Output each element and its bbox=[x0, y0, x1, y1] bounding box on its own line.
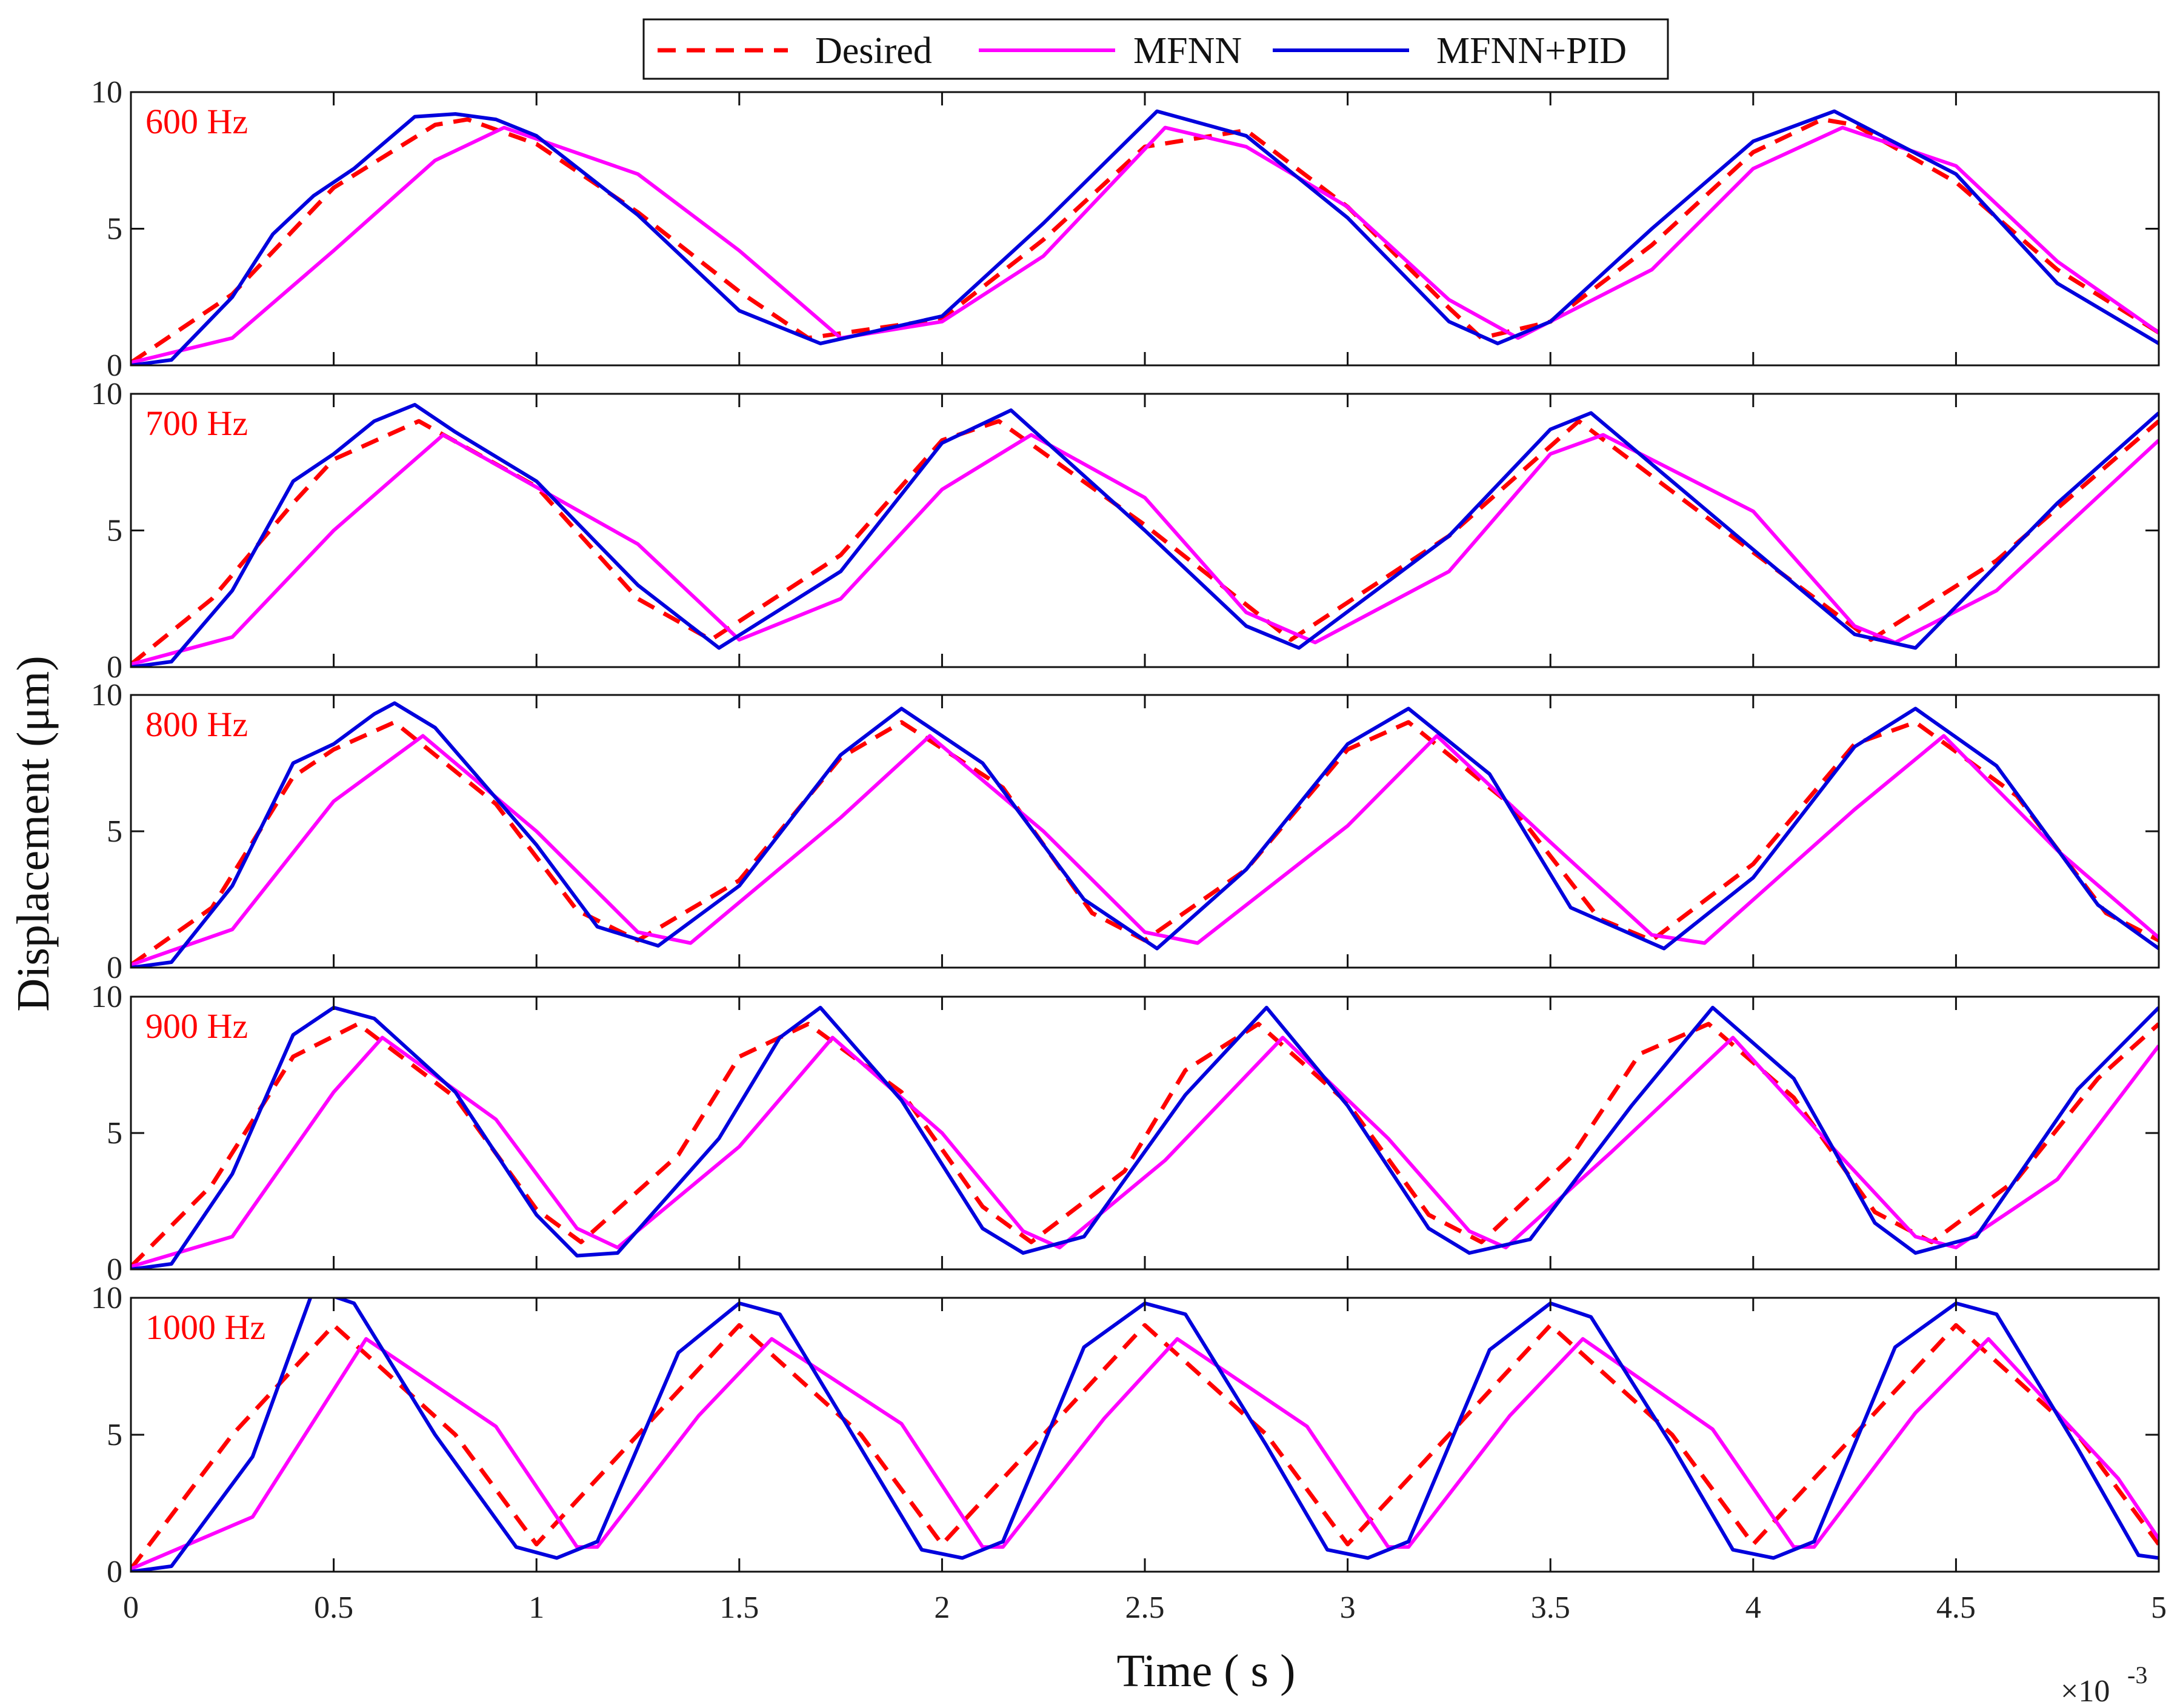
x-axis-title: Time ( s ) bbox=[1117, 1646, 1296, 1696]
series-line-mfnn bbox=[131, 433, 2159, 666]
x-tick-label: 2 bbox=[934, 1590, 950, 1625]
x-axis-ticks: 0 0.5 1 1.5 2 2.5 3 3.5 4 4.5 5 bbox=[123, 1590, 2167, 1625]
panel-frequency-label: 1000 Hz bbox=[145, 1308, 265, 1347]
panel-series bbox=[131, 701, 2159, 968]
x-tick-label: 3 bbox=[1340, 1590, 1356, 1625]
y-tick-label: 5 bbox=[107, 1418, 122, 1452]
panel-axes-box bbox=[130, 995, 2160, 1271]
panel-frequency-label: 700 Hz bbox=[145, 404, 248, 443]
series-line-mfnn bbox=[131, 125, 2159, 365]
legend-label-desired: Desired bbox=[815, 30, 932, 71]
y-tick-label: 10 bbox=[91, 1281, 122, 1315]
panel-1000-hz: 0 5 10 1000 Hz bbox=[91, 1281, 2160, 1589]
series-line-desired bbox=[131, 1022, 2159, 1268]
series-line-mfnn-pid bbox=[131, 403, 2159, 667]
x-tick-label: 1 bbox=[528, 1590, 544, 1625]
panel-frequency-label: 600 Hz bbox=[145, 102, 248, 141]
y-tick-label: 10 bbox=[91, 377, 122, 411]
series-line-mfnn-pid bbox=[131, 109, 2159, 365]
series-line-mfnn-pid bbox=[131, 1006, 2159, 1269]
series-line-mfnn bbox=[131, 1035, 2159, 1269]
y-tick-label: 10 bbox=[91, 75, 122, 110]
y-tick-label: 0 bbox=[107, 348, 122, 383]
series-line-mfnn bbox=[131, 1337, 2159, 1571]
x-tick-label: 1.5 bbox=[719, 1590, 759, 1625]
series-line-mfnn bbox=[131, 734, 2159, 967]
x-axis-exponent: ×10 -3 bbox=[2061, 1661, 2147, 1708]
x-tick-label: 4 bbox=[1745, 1590, 1761, 1625]
panel-series bbox=[131, 1006, 2159, 1269]
series-line-mfnn-pid bbox=[131, 1298, 2159, 1572]
y-tick-label: 0 bbox=[107, 650, 122, 685]
series-line-desired bbox=[131, 720, 2159, 967]
y-tick-label: 0 bbox=[107, 1252, 122, 1287]
x-tick-label: 0.5 bbox=[314, 1590, 353, 1625]
panel-600-hz: 0 5 10 600 Hz bbox=[91, 75, 2160, 383]
y-axis-title: Displacement (μm) bbox=[8, 656, 59, 1011]
x-tick-label: 4.5 bbox=[1936, 1590, 1976, 1625]
legend-box bbox=[642, 18, 1669, 80]
legend-label-mfnn: MFNN bbox=[1133, 30, 1242, 71]
panel-frequency-label: 900 Hz bbox=[145, 1006, 248, 1046]
x-tick-label: 5 bbox=[2151, 1590, 2167, 1625]
series-line-mfnn-pid bbox=[131, 701, 2159, 968]
panel-axes-box bbox=[130, 694, 2160, 969]
panel-series bbox=[131, 109, 2159, 365]
panel-700-hz: 0 5 10 700 Hz bbox=[91, 377, 2160, 685]
y-tick-label: 10 bbox=[91, 678, 122, 713]
x-tick-label: 3.5 bbox=[1531, 1590, 1570, 1625]
panel-800-hz: 0 5 10 800 Hz bbox=[91, 678, 2160, 985]
y-tick-label: 5 bbox=[107, 212, 122, 247]
legend: Desired MFNN MFNN+PID bbox=[642, 18, 1669, 80]
panel-900-hz: 0 5 10 900 Hz bbox=[91, 980, 2160, 1287]
legend-label-mfnn-pid: MFNN+PID bbox=[1436, 30, 1627, 71]
y-tick-label: 5 bbox=[107, 814, 122, 849]
x-axis-exponent-power: -3 bbox=[2127, 1661, 2147, 1689]
panels: 0 5 10 600 Hz 0 5 10 700 Hz 0 5 10 800 Hz 0 5 10 900 Hz… bbox=[91, 75, 2160, 1589]
panel-series bbox=[131, 403, 2159, 667]
y-tick-label: 5 bbox=[107, 514, 122, 548]
y-tick-label: 0 bbox=[107, 951, 122, 985]
panel-series bbox=[131, 1298, 2159, 1572]
x-tick-label: 0 bbox=[123, 1590, 139, 1625]
y-tick-label: 0 bbox=[107, 1555, 122, 1589]
y-tick-label: 10 bbox=[91, 980, 122, 1014]
x-tick-label: 2.5 bbox=[1125, 1590, 1165, 1625]
x-axis-exponent-base: ×10 bbox=[2061, 1674, 2110, 1708]
panel-frequency-label: 800 Hz bbox=[145, 705, 248, 744]
y-tick-label: 5 bbox=[107, 1116, 122, 1151]
series-line-desired bbox=[131, 117, 2159, 365]
series-line-desired bbox=[131, 419, 2159, 666]
series-line-desired bbox=[131, 1323, 2159, 1570]
